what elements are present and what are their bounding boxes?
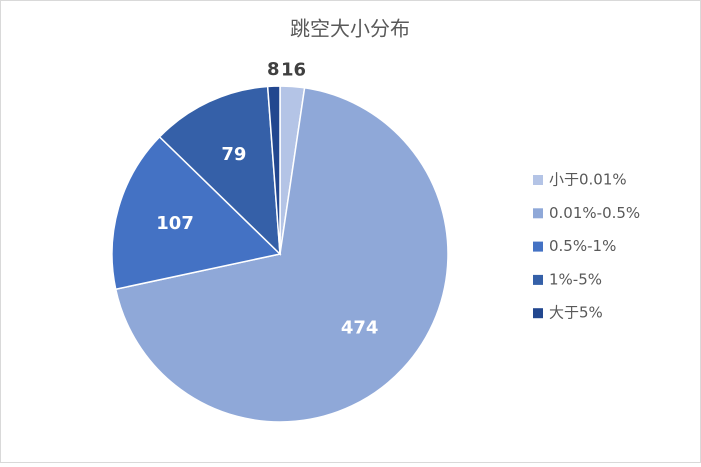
legend-swatch xyxy=(533,208,543,219)
chart-title: 跳空大小分布 xyxy=(290,17,410,41)
data-label: 16 xyxy=(281,59,306,80)
data-label: 107 xyxy=(156,213,194,234)
data-label: 79 xyxy=(221,144,246,165)
pie-slice xyxy=(158,85,281,256)
legend-label: 小于0.01% xyxy=(549,171,627,189)
legend-swatch xyxy=(533,274,543,285)
pie-slice xyxy=(111,135,282,291)
pie-slice xyxy=(114,86,449,423)
legend-swatch xyxy=(533,308,543,319)
pie-slice xyxy=(266,85,281,255)
data-label: 474 xyxy=(341,318,379,339)
legend-label: 0.01%-0.5% xyxy=(549,204,640,222)
legend-swatch xyxy=(533,175,543,185)
legend-label: 0.5%-1% xyxy=(549,237,616,255)
legend-label: 大于5% xyxy=(549,304,603,322)
data-label: 8 xyxy=(267,59,280,80)
legend-swatch xyxy=(533,241,543,252)
legend-label: 1%-5% xyxy=(549,270,602,288)
